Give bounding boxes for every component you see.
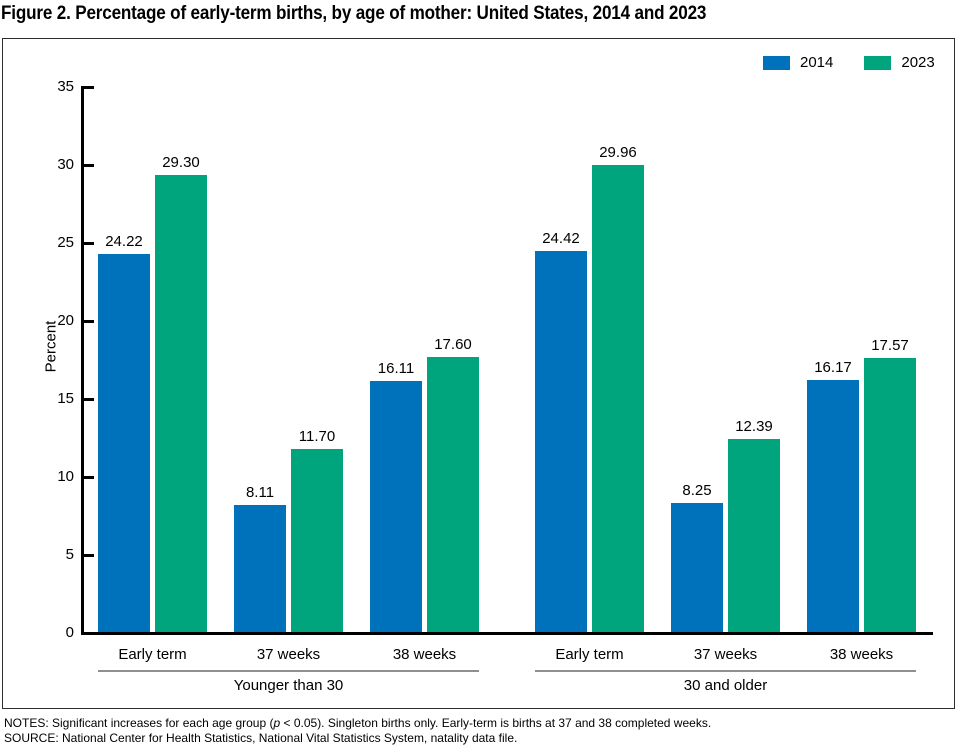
- bar-2023-early-term: [592, 164, 644, 632]
- y-tick: [83, 398, 94, 401]
- y-tick-label: 10: [57, 467, 74, 485]
- legend-entry-2023: 2023: [864, 54, 935, 71]
- bar-2014-38-weeks: [807, 379, 859, 632]
- y-tick-label: 35: [57, 77, 74, 95]
- bar-2023-early-term: [155, 174, 207, 632]
- bar-2014-37-weeks: [671, 503, 723, 632]
- bar-2014-37-weeks: [234, 505, 286, 632]
- legend: 2014 2023: [763, 54, 935, 71]
- y-tick: [83, 320, 94, 323]
- group-label: Younger than 30: [233, 677, 344, 694]
- legend-label-2014: 2014: [800, 54, 834, 71]
- bar-value-label: 11.70: [298, 428, 336, 446]
- legend-label-2023: 2023: [901, 54, 935, 71]
- y-tick: [83, 242, 94, 245]
- category-label: 37 weeks: [693, 646, 758, 663]
- bar-value-label: 16.11: [377, 359, 415, 377]
- notes-text-prefix: NOTES: Significant increases for each ag…: [4, 716, 274, 730]
- y-tick-label: 20: [57, 311, 74, 329]
- source-line: SOURCE: National Center for Health Stati…: [4, 731, 518, 745]
- bar-2023-37-weeks: [291, 449, 343, 632]
- chart-panel-border: [2, 38, 955, 709]
- bar-value-label: 24.22: [105, 233, 143, 251]
- y-tick: [83, 164, 94, 167]
- group-underline: [98, 670, 479, 672]
- bar-2014-early-term: [535, 251, 587, 632]
- bar-2014-38-weeks: [370, 380, 422, 632]
- legend-entry-2014: 2014: [763, 54, 833, 71]
- y-tick-label: 15: [57, 389, 74, 407]
- legend-swatch-2023: [864, 55, 892, 70]
- y-axis-line: [81, 86, 84, 635]
- bar-2023-37-weeks: [728, 438, 780, 632]
- category-label: Early term: [555, 646, 624, 663]
- bar-value-label: 29.30: [162, 153, 200, 171]
- y-tick-label: 5: [65, 545, 74, 563]
- group-underline: [535, 670, 916, 672]
- notes-line: NOTES: Significant increases for each ag…: [4, 716, 711, 730]
- y-tick-label: 25: [57, 233, 74, 251]
- category-label: 38 weeks: [829, 646, 894, 663]
- bar-value-label: 17.60: [434, 336, 472, 354]
- group-label: 30 and older: [683, 677, 768, 694]
- chart-title: Figure 2. Percentage of early-term birth…: [1, 3, 707, 24]
- x-axis-line: [81, 632, 933, 635]
- legend-swatch-2014: [763, 55, 790, 70]
- bar-2023-38-weeks: [427, 357, 479, 632]
- notes-text-suffix: < 0.05). Singleton births only. Early-te…: [280, 716, 712, 730]
- y-tick-label: 0: [65, 623, 74, 641]
- category-label: Early term: [118, 646, 187, 663]
- bar-value-label: 17.57: [871, 336, 909, 354]
- bar-value-label: 12.39: [735, 417, 773, 435]
- y-tick: [83, 554, 94, 557]
- y-tick: [83, 86, 94, 89]
- y-tick-label: 30: [57, 155, 74, 173]
- notes-p-italic: p: [273, 716, 281, 730]
- bar-value-label: 24.42: [542, 230, 580, 248]
- bar-value-label: 16.17: [814, 358, 852, 376]
- bar-value-label: 8.25: [682, 482, 712, 500]
- bar-value-label: 8.11: [245, 484, 275, 502]
- y-tick: [83, 632, 94, 635]
- y-tick: [83, 476, 94, 479]
- bar-2014-early-term: [98, 254, 150, 632]
- category-label: 37 weeks: [256, 646, 321, 663]
- category-label: 38 weeks: [392, 646, 457, 663]
- bar-2023-38-weeks: [864, 357, 916, 632]
- bar-value-label: 29.96: [599, 143, 637, 161]
